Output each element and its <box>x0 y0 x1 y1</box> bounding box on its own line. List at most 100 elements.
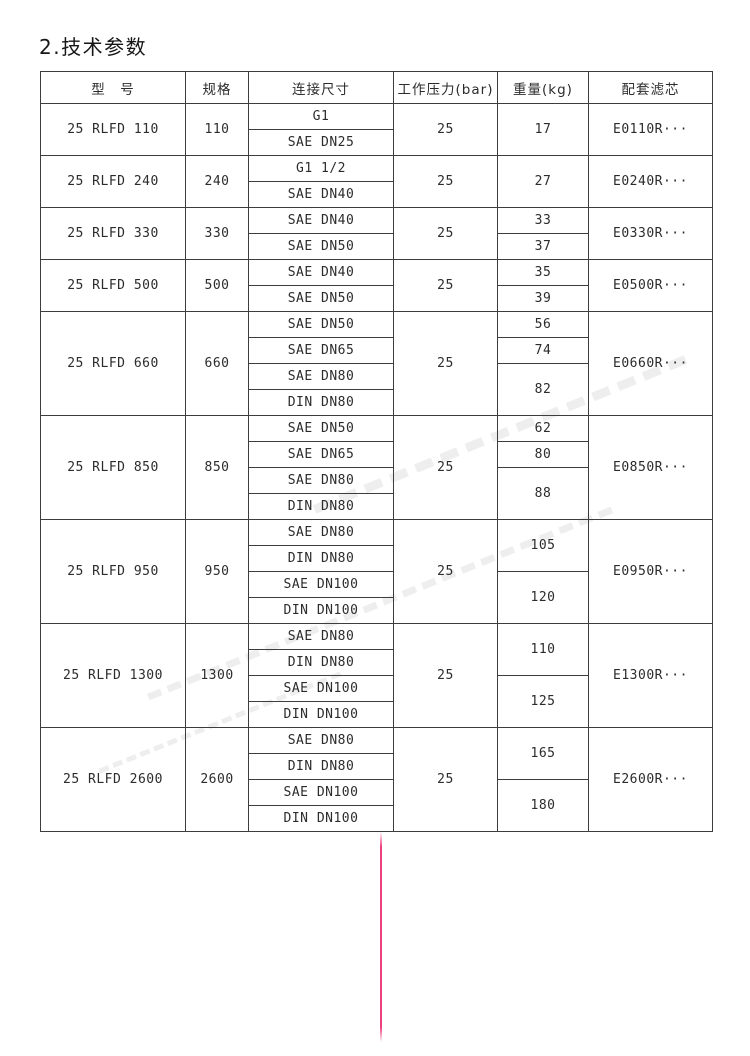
weight-cell: 35 <box>497 259 589 286</box>
table-row: SAE DN50 37 <box>41 233 713 260</box>
connection-cell: DIN DN80 <box>248 493 394 520</box>
weight-cell: 125 <box>497 675 589 728</box>
connection-cell: SAE DN65 <box>248 441 394 468</box>
connection-cell: SAE DN40 <box>248 207 394 234</box>
connection-cell: SAE DN80 <box>248 727 394 754</box>
pressure-cell: 25 <box>393 311 498 416</box>
filter-cell: E0660R··· <box>588 311 713 416</box>
header-connection: 连接尺寸 <box>248 71 394 104</box>
table-row: 25 RLFD 2600 2600 SAE DN80 25 165 E2600R… <box>40 727 713 832</box>
filter-cell: E0950R··· <box>588 519 713 624</box>
connection-cell: SAE DN80 <box>248 363 394 390</box>
header-filter: 配套滤芯 <box>588 71 713 104</box>
table-row: DIN DN80 <box>41 545 713 572</box>
weight-cell: 33 <box>497 207 589 234</box>
table-row: SAE DN65 80 <box>41 441 713 468</box>
spec-cell: 500 <box>185 259 249 312</box>
connection-cell: DIN DN80 <box>248 649 394 676</box>
pressure-cell: 25 <box>393 259 498 312</box>
model-cell: 25 RLFD 110 <box>40 103 186 156</box>
connection-cell: SAE DN100 <box>248 779 394 806</box>
spec-cell: 330 <box>185 207 249 260</box>
table-row: 25 RLFD 240 240 G1 1/2 25 27 E0240R··· <box>40 155 713 208</box>
weight-cell: 62 <box>497 415 589 442</box>
connection-cell: DIN DN100 <box>248 701 394 728</box>
table-row: DIN DN80 <box>41 649 713 676</box>
page-title: 2.技术参数 <box>39 35 148 59</box>
weight-cell: 39 <box>497 285 589 312</box>
table-row: SAE DN80 88 <box>41 467 713 520</box>
table-row: SAE DN50 39 <box>41 285 713 312</box>
spec-cell: 1300 <box>185 623 249 728</box>
weight-cell: 105 <box>497 519 589 572</box>
connection-cell: SAE DN50 <box>248 311 394 338</box>
pressure-cell: 25 <box>393 103 498 156</box>
spec-cell: 240 <box>185 155 249 208</box>
pressure-cell: 25 <box>393 207 498 260</box>
connection-cell: SAE DN65 <box>248 337 394 364</box>
pressure-cell: 25 <box>393 519 498 624</box>
header-pressure: 工作压力(bar) <box>393 71 498 104</box>
weight-cell: 56 <box>497 311 589 338</box>
weight-cell: 120 <box>497 571 589 624</box>
connection-cell: SAE DN100 <box>248 571 394 598</box>
filter-cell: E2600R··· <box>588 727 713 832</box>
connection-cell: DIN DN80 <box>248 389 394 416</box>
connection-cell: SAE DN80 <box>248 623 394 650</box>
pressure-cell: 25 <box>393 415 498 520</box>
connection-cell: SAE DN80 <box>248 519 394 546</box>
pressure-cell: 25 <box>393 623 498 728</box>
vertical-pink-line <box>380 832 382 1042</box>
table-row: 25 RLFD 660 660 SAE DN50 25 56 E0660R··· <box>40 311 713 416</box>
pressure-cell: 25 <box>393 727 498 832</box>
connection-cell: SAE DN80 <box>248 467 394 494</box>
model-cell: 25 RLFD 1300 <box>40 623 186 728</box>
table-row: DIN DN80 <box>41 389 713 416</box>
spec-cell: 110 <box>185 103 249 156</box>
model-cell: 25 RLFD 240 <box>40 155 186 208</box>
model-cell: 25 RLFD 500 <box>40 259 186 312</box>
header-weight: 重量(kg) <box>497 71 589 104</box>
model-cell: 25 RLFD 660 <box>40 311 186 416</box>
filter-cell: E0500R··· <box>588 259 713 312</box>
filter-cell: E0110R··· <box>588 103 713 156</box>
table-row: 25 RLFD 950 950 SAE DN80 25 105 E0950R··… <box>40 519 713 624</box>
connection-cell: SAE DN100 <box>248 675 394 702</box>
filter-cell: E0330R··· <box>588 207 713 260</box>
weight-cell: 180 <box>497 779 589 832</box>
connection-cell: DIN DN100 <box>248 805 394 832</box>
connection-cell: G1 <box>248 103 394 130</box>
filter-cell: E0240R··· <box>588 155 713 208</box>
weight-cell: 27 <box>497 155 589 208</box>
model-cell: 25 RLFD 330 <box>40 207 186 260</box>
model-cell: 25 RLFD 850 <box>40 415 186 520</box>
connection-cell: DIN DN80 <box>248 545 394 572</box>
table-row: DIN DN100 <box>41 597 713 624</box>
spec-table: 型 号 规格 连接尺寸 工作压力(bar) 重量(kg) 配套滤芯 25 RLF… <box>40 71 713 832</box>
table-row: SAE DN25 <box>41 129 713 156</box>
table-row: SAE DN100 180 <box>41 779 713 832</box>
connection-cell: SAE DN50 <box>248 285 394 312</box>
table-row: DIN DN80 <box>41 753 713 780</box>
table-row: DIN DN100 <box>41 701 713 728</box>
table-row: DIN DN100 <box>41 805 713 832</box>
weight-cell: 88 <box>497 467 589 520</box>
connection-cell: DIN DN100 <box>248 597 394 624</box>
table-row: 25 RLFD 110 110 G1 25 17 E0110R··· <box>40 103 713 156</box>
model-cell: 25 RLFD 2600 <box>40 727 186 832</box>
pressure-cell: 25 <box>393 155 498 208</box>
table-row: SAE DN100 125 <box>41 675 713 728</box>
connection-cell: DIN DN80 <box>248 753 394 780</box>
table-row: 25 RLFD 850 850 SAE DN50 25 62 E0850R··· <box>40 415 713 520</box>
header-model: 型 号 <box>40 71 186 104</box>
spec-cell: 950 <box>185 519 249 624</box>
table-header-row: 型 号 规格 连接尺寸 工作压力(bar) 重量(kg) 配套滤芯 <box>40 71 713 104</box>
table-row: 25 RLFD 330 330 SAE DN40 25 33 E0330R··· <box>40 207 713 260</box>
weight-cell: 74 <box>497 337 589 364</box>
weight-cell: 82 <box>497 363 589 416</box>
spec-cell: 660 <box>185 311 249 416</box>
connection-cell: G1 1/2 <box>248 155 394 182</box>
model-cell: 25 RLFD 950 <box>40 519 186 624</box>
weight-cell: 110 <box>497 623 589 676</box>
